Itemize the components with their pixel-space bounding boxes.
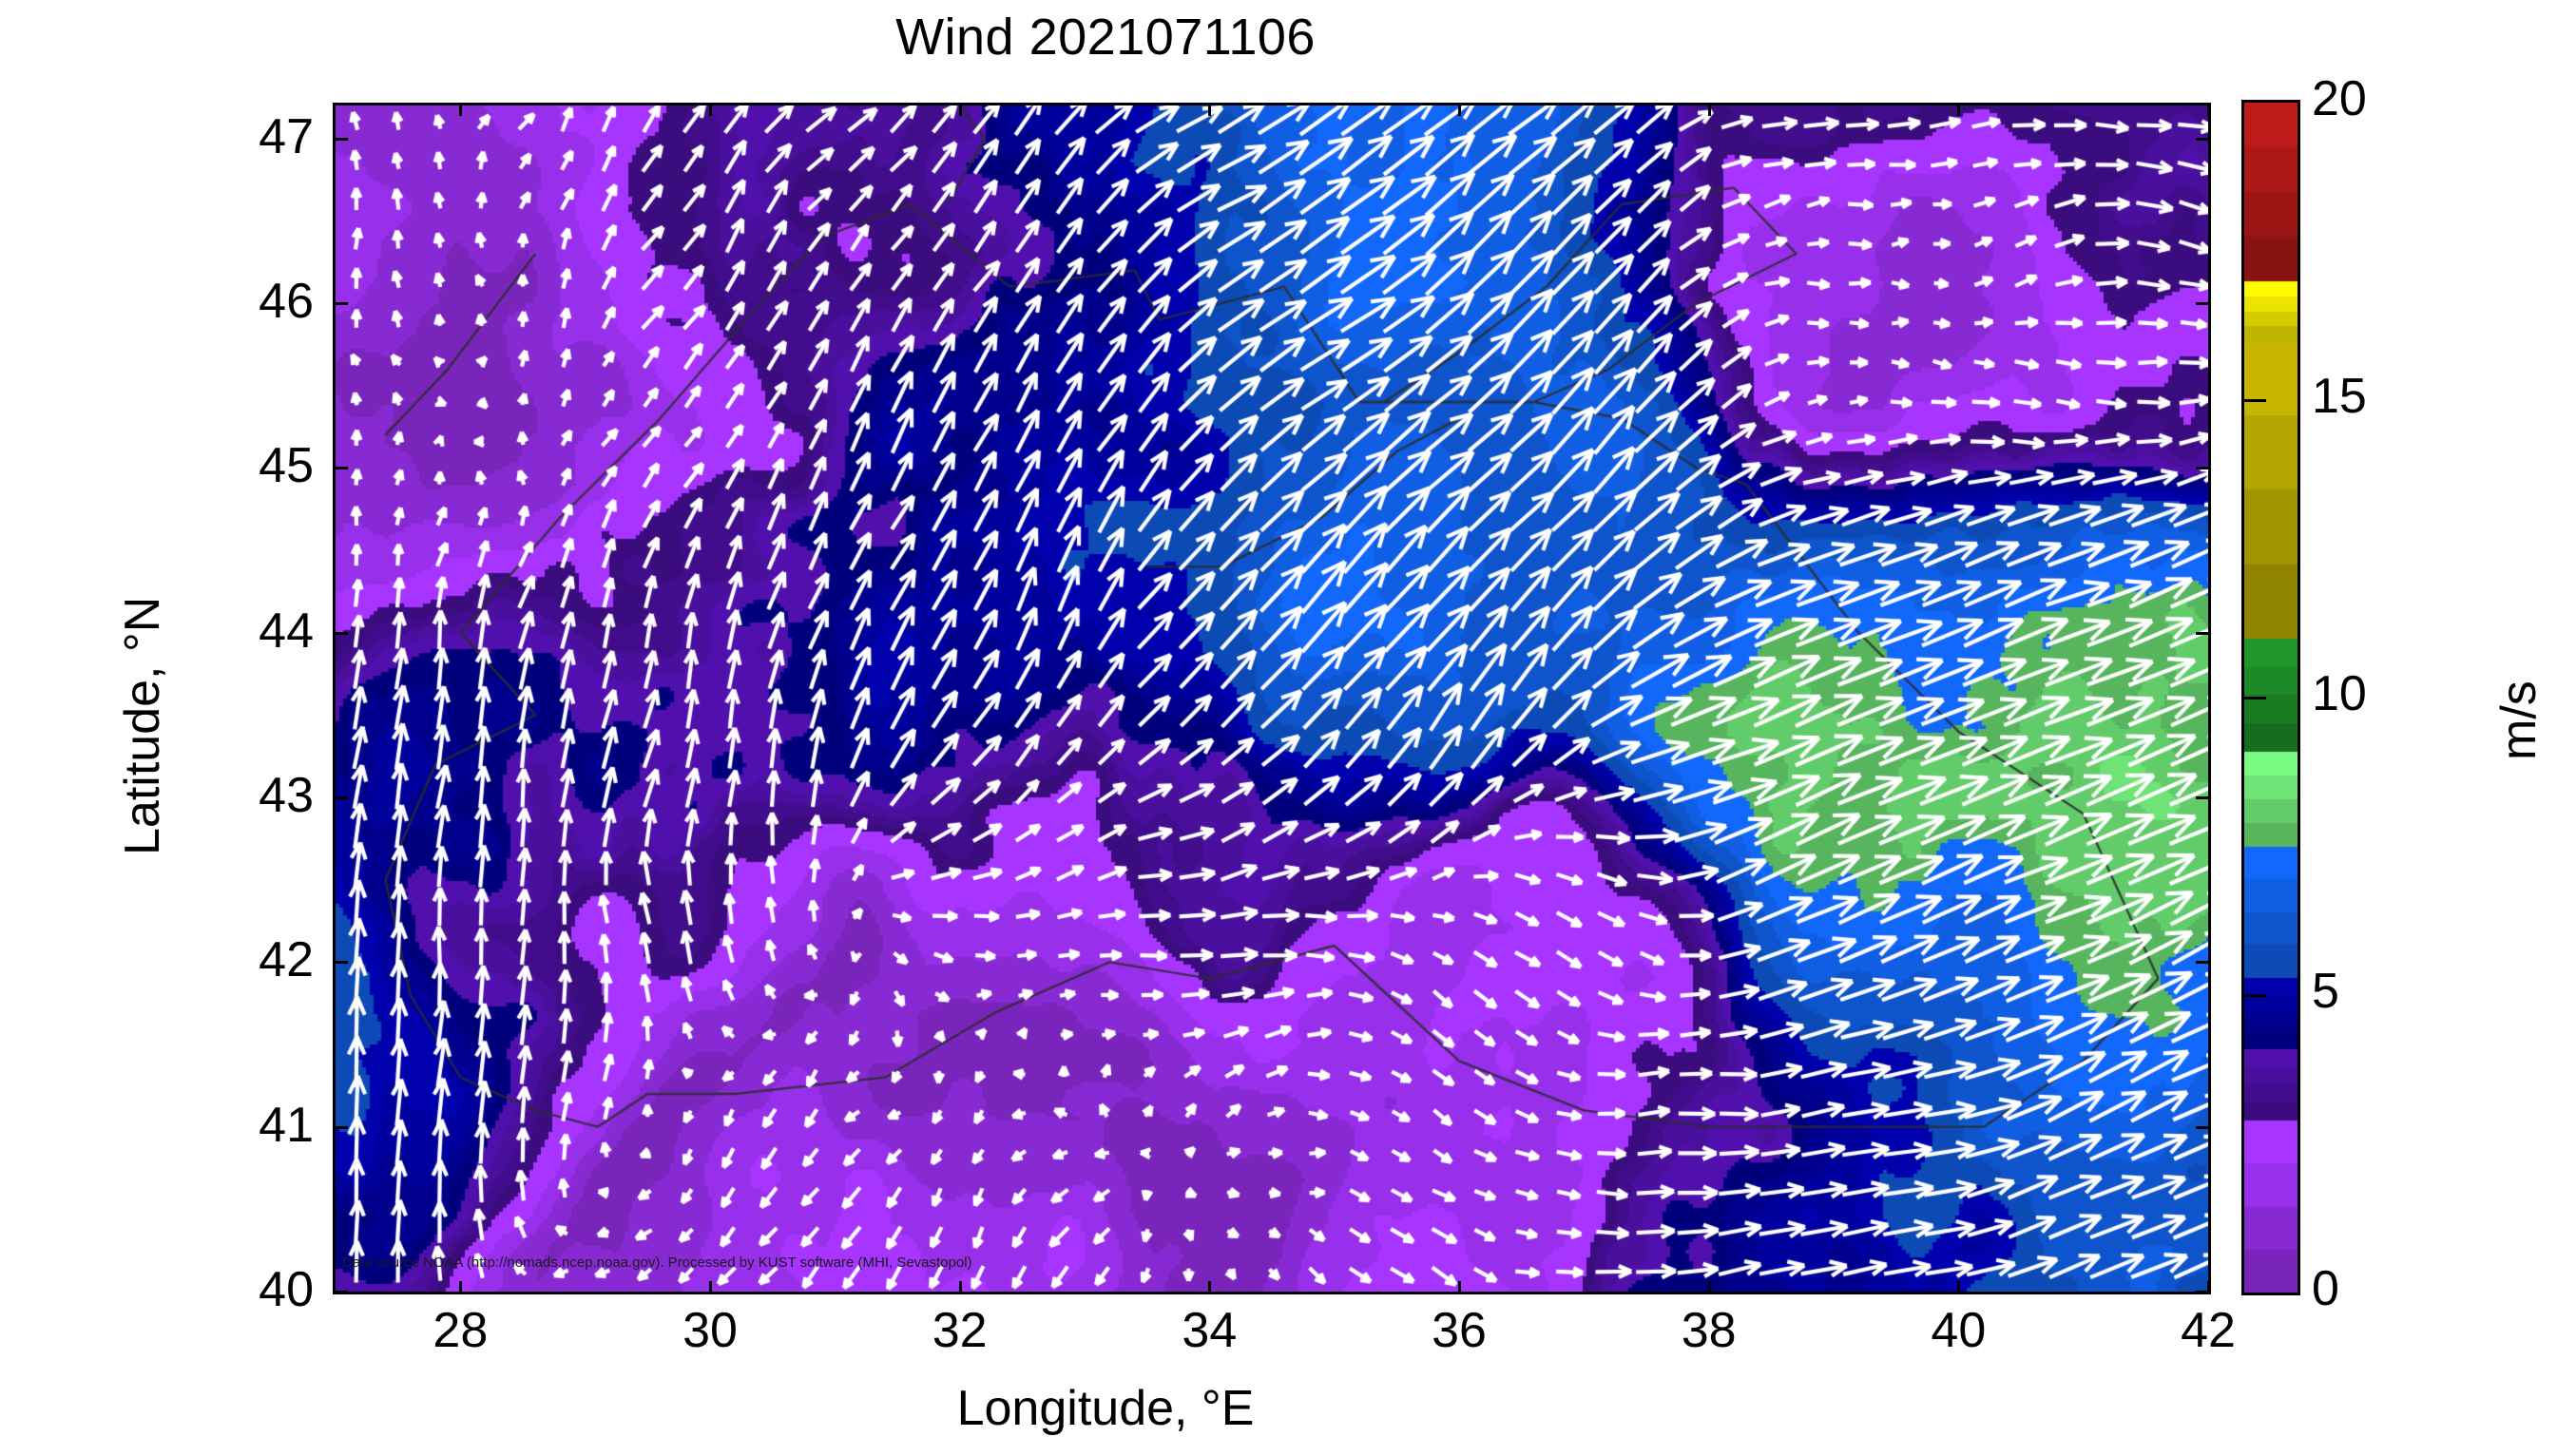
x-tick-mark-28 [459,1281,463,1294]
y-tick-mark-right-41 [2196,1125,2211,1129]
x-tick-mark-top-40 [1957,103,1961,116]
y-tick-mark-43 [333,796,348,799]
y-tick-mark-right-42 [2196,961,2211,965]
colorbar-tick-label-15: 15 [2312,369,2367,424]
x-tick-mark-top-42 [2207,103,2210,116]
attribution-text: Data source NOAA (http://nomads.ncep.noa… [342,1255,972,1271]
colorbar-tick-label-5: 5 [2312,964,2339,1019]
x-axis-title: Longitude, °E [956,1381,1255,1436]
x-tick-mark-top-28 [459,103,463,116]
y-axis-title: Latitude, °N [115,596,170,855]
y-tick-label-44: 44 [259,603,314,659]
y-tick-mark-right-45 [2196,467,2211,470]
y-tick-label-43: 43 [259,768,314,823]
y-tick-mark-41 [333,1125,348,1129]
y-tick-label-40: 40 [259,1262,314,1317]
x-tick-mark-30 [709,1281,712,1294]
colorbar-tick-mark-15 [2241,399,2266,402]
x-tick-mark-34 [1208,1281,1212,1294]
x-tick-mark-top-32 [958,103,962,116]
y-tick-mark-right-43 [2196,796,2211,799]
y-tick-mark-40 [333,1291,348,1293]
x-tick-mark-38 [1707,1281,1711,1294]
x-tick-mark-36 [1458,1281,1461,1294]
x-tick-label-40: 40 [1931,1303,1987,1358]
y-tick-label-45: 45 [259,438,314,494]
colorbar-tick-mark-10 [2241,697,2266,699]
y-tick-mark-46 [333,302,348,305]
y-tick-mark-right-47 [2196,137,2211,141]
y-tick-label-42: 42 [259,932,314,988]
x-tick-mark-top-34 [1208,103,1212,116]
x-tick-mark-top-36 [1458,103,1461,116]
x-tick-label-28: 28 [433,1303,489,1358]
y-tick-label-47: 47 [259,108,314,164]
x-tick-mark-40 [1957,1281,1961,1294]
y-tick-label-41: 41 [259,1097,314,1153]
y-tick-mark-47 [333,137,348,141]
x-tick-mark-top-38 [1707,103,1711,116]
y-tick-mark-44 [333,631,348,635]
page-title: Wind 2021071106 [895,9,1316,66]
y-tick-mark-right-46 [2196,302,2211,305]
y-tick-label-46: 46 [259,274,314,329]
x-tick-label-32: 32 [932,1303,988,1358]
colorbar-tick-label-20: 20 [2312,71,2367,126]
x-tick-mark-top-30 [709,103,712,116]
y-tick-mark-45 [333,467,348,470]
colorbar-tick-label-0: 0 [2312,1261,2339,1316]
x-tick-label-36: 36 [1432,1303,1487,1358]
y-tick-mark-42 [333,961,348,965]
y-tick-mark-right-44 [2196,631,2211,635]
colorbar-tick-mark-5 [2241,994,2266,997]
wind-map-plot [333,103,2211,1294]
x-tick-mark-42 [2207,1281,2210,1294]
y-tick-mark-right-40 [2196,1291,2211,1293]
x-tick-label-30: 30 [683,1303,738,1358]
colorbar-unit-label: m/s [2491,680,2547,760]
colorbar-tick-label-10: 10 [2312,666,2367,721]
x-tick-mark-32 [958,1281,962,1294]
x-tick-label-34: 34 [1182,1303,1238,1358]
x-tick-label-42: 42 [2181,1303,2236,1358]
wind-vector-arrows [336,105,2208,1292]
x-tick-label-38: 38 [1681,1303,1737,1358]
